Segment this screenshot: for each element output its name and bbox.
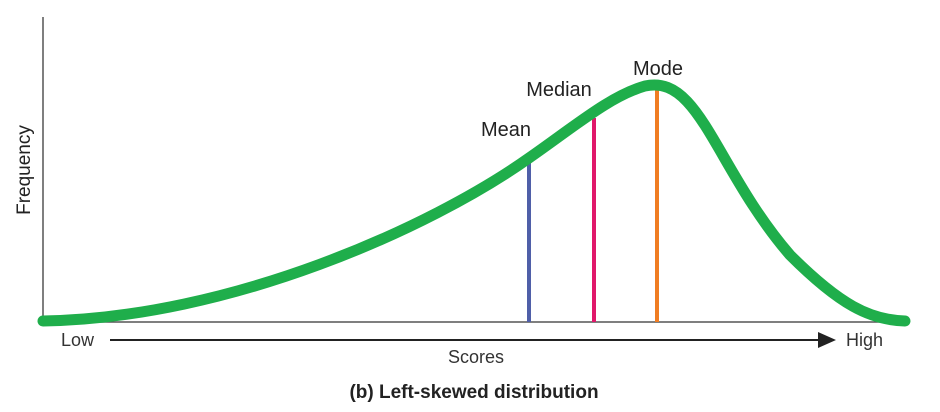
median-label: Median (526, 79, 592, 101)
y-axis-label: Frequency (14, 125, 35, 215)
mean-label: Mean (481, 119, 531, 141)
scores-arrow-head (818, 332, 836, 348)
distribution-curve (37, 79, 911, 327)
x-axis-label: Scores (448, 347, 504, 367)
mode-label: Mode (633, 58, 683, 80)
x-high-label: High (846, 330, 883, 350)
x-low-label: Low (61, 330, 95, 350)
figure-caption: (b) Left-skewed distribution (349, 382, 598, 403)
